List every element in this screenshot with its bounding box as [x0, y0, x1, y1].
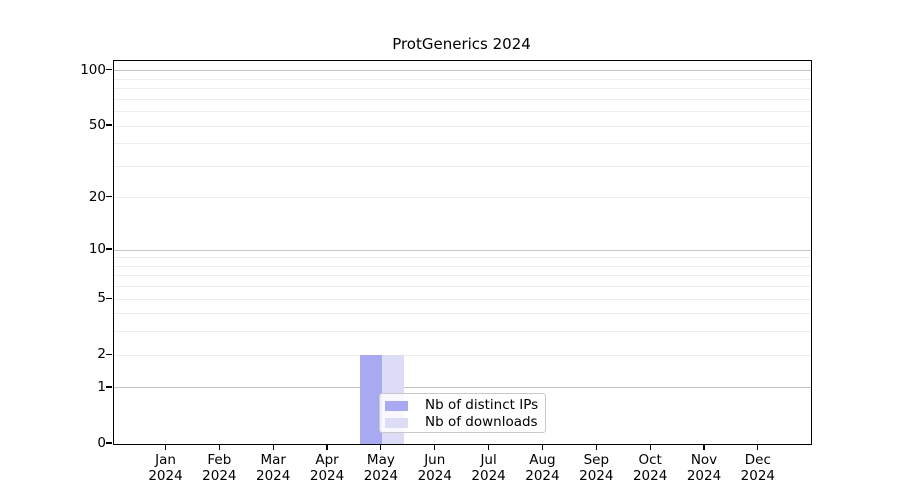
chart-title: ProtGenerics 2024 — [392, 35, 531, 53]
x-tick-label: Apr 2024 — [309, 452, 345, 484]
x-tick-mark — [488, 444, 490, 451]
x-tick-mark — [218, 444, 220, 451]
x-tick-label: Dec 2024 — [740, 452, 776, 484]
x-tick-mark — [649, 444, 651, 451]
x-tick-label: Jul 2024 — [471, 452, 506, 484]
x-tick-mark — [272, 444, 274, 451]
y-tick-mark — [105, 353, 112, 355]
x-tick-label: Sep 2024 — [579, 452, 614, 484]
minor-gridline — [114, 286, 811, 288]
y-tick-label: 20 — [88, 188, 106, 205]
y-tick-mark — [105, 248, 112, 250]
x-tick-mark — [380, 444, 382, 451]
minor-gridline — [114, 331, 811, 333]
x-tick-label: Jan 2024 — [148, 452, 183, 484]
minor-gridline — [114, 197, 811, 199]
y-tick-label: 1 — [97, 378, 106, 395]
minor-gridline — [114, 275, 811, 277]
minor-gridline — [114, 111, 811, 113]
y-tick-mark — [105, 386, 112, 388]
minor-gridline — [114, 78, 811, 80]
legend-label-distinct-ips: Nb of distinct IPs — [425, 397, 539, 413]
major-gridline — [114, 249, 811, 251]
minor-gridline — [114, 125, 811, 127]
y-tick-mark — [105, 196, 112, 198]
y-tick-label: 50 — [88, 117, 106, 134]
x-tick-mark — [164, 444, 167, 451]
x-tick-label: Feb 2024 — [202, 452, 237, 484]
minor-gridline — [114, 88, 811, 90]
minor-gridline — [114, 313, 811, 315]
y-tick-mark — [105, 297, 112, 299]
legend-item-distinct-ips: Nb of distinct IPs — [385, 397, 539, 414]
minor-gridline — [114, 165, 811, 167]
legend: Nb of distinct IPs Nb of downloads — [379, 393, 546, 433]
y-tick-mark — [105, 124, 112, 126]
x-tick-label: Aug 2024 — [525, 452, 560, 484]
y-tick-label: 0 — [97, 435, 106, 451]
x-tick-label: Jun 2024 — [417, 452, 452, 484]
x-tick-mark — [434, 444, 436, 451]
x-tick-mark — [326, 444, 328, 451]
plot-area — [113, 60, 812, 445]
x-tick-mark — [757, 444, 759, 451]
downloads-swatch — [385, 417, 408, 428]
legend-item-downloads: Nb of downloads — [385, 414, 539, 431]
x-tick-label: Nov 2024 — [686, 452, 722, 484]
minor-gridline — [114, 143, 811, 145]
minor-gridline — [114, 298, 811, 300]
y-tick-label: 2 — [97, 346, 106, 363]
y-tick-label: 10 — [88, 241, 106, 258]
x-tick-mark — [703, 444, 705, 451]
minor-gridline — [114, 98, 811, 100]
y-tick-label: 5 — [97, 290, 106, 307]
x-tick-mark — [541, 444, 544, 451]
minor-gridline — [114, 257, 811, 259]
y-tick-label: 100 — [80, 61, 106, 78]
major-gridline — [114, 387, 811, 389]
x-tick-mark — [595, 444, 597, 451]
x-tick-label: Oct 2024 — [632, 452, 668, 484]
distinct-ips-swatch — [385, 400, 408, 411]
minor-gridline — [114, 354, 811, 356]
legend-label-downloads: Nb of downloads — [425, 414, 538, 430]
x-tick-label: Mar 2024 — [256, 452, 291, 484]
y-tick-mark — [105, 442, 112, 444]
y-tick-mark — [105, 69, 112, 71]
x-tick-label: May 2024 — [363, 452, 399, 484]
minor-gridline — [114, 265, 811, 267]
bar-may-0 — [359, 355, 382, 444]
major-gridline — [114, 70, 811, 72]
